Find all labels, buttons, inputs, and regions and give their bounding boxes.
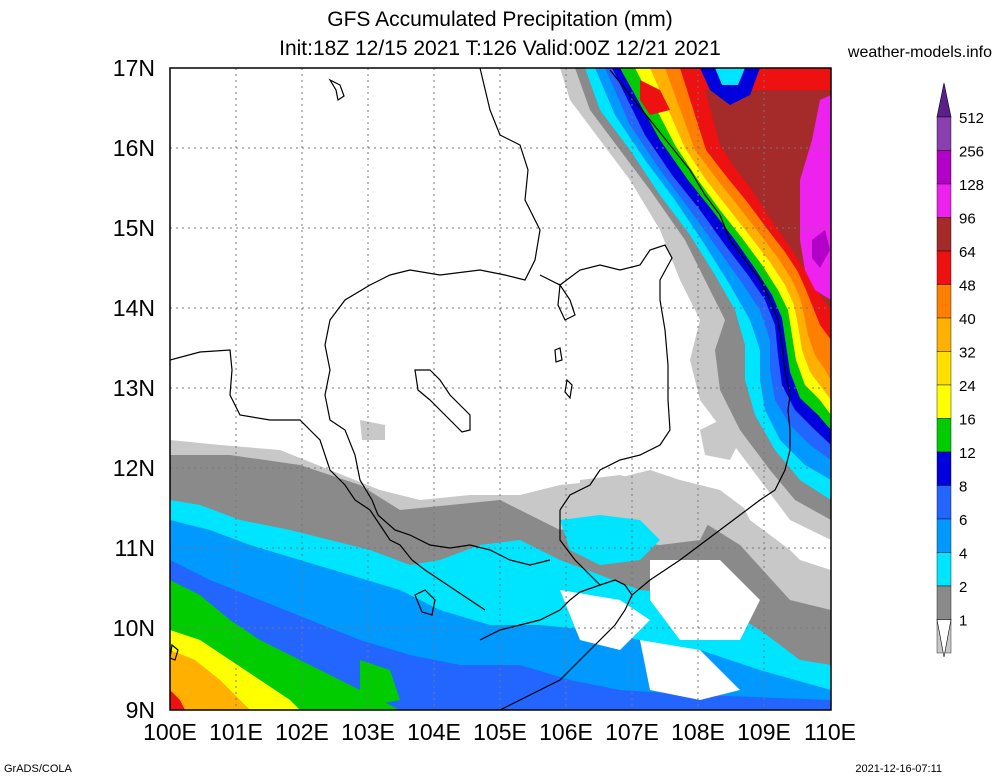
colorbar-swatch — [936, 116, 952, 151]
colorbar-swatch — [936, 150, 952, 185]
lon-label: 102E — [275, 719, 329, 745]
latitude-axis: 17N 16N 15N 14N 13N 12N 11N 10N 9N — [113, 55, 155, 723]
lat-label: 15N — [113, 215, 155, 241]
colorbar-label: 24 — [959, 378, 976, 395]
lon-label: 107E — [605, 719, 659, 745]
colorbar-label: 4 — [959, 546, 967, 563]
precip-central — [360, 420, 740, 565]
colorbar-top-arrow — [936, 82, 952, 118]
lat-label: 10N — [113, 615, 155, 641]
colorbar-bottom-arrow — [936, 619, 952, 658]
lat-label: 12N — [113, 455, 155, 481]
longitude-axis: 100E 101E 102E 103E 104E 105E 106E 107E … — [143, 719, 856, 745]
lat-label: 9N — [126, 697, 155, 723]
colorbar-label: 48 — [959, 278, 976, 295]
colorbar-swatch — [936, 250, 952, 285]
lon-label: 105E — [473, 719, 527, 745]
colorbar-label: 256 — [959, 144, 984, 161]
colorbar-label: 1 — [959, 613, 967, 630]
colorbar-swatch — [936, 217, 952, 252]
precip-east-coast — [560, 68, 831, 540]
generated-timestamp: 2021-12-16-07:11 — [855, 763, 942, 775]
colorbar-swatch — [936, 384, 952, 419]
lon-label: 109E — [737, 719, 791, 745]
colorbar-swatch — [936, 585, 952, 620]
colorbar-label: 128 — [959, 177, 984, 194]
colorbar-label: 96 — [959, 211, 976, 228]
colorbar-swatch — [936, 552, 952, 587]
lon-label: 104E — [407, 719, 461, 745]
colorbar-label: 64 — [959, 244, 976, 261]
colorbar-label: 8 — [959, 479, 967, 496]
lat-label: 13N — [113, 375, 155, 401]
colorbar-label: 16 — [959, 412, 976, 429]
colorbar-swatch — [936, 317, 952, 352]
lat-label: 17N — [113, 55, 155, 81]
map-panel — [170, 68, 831, 710]
lon-label: 101E — [209, 719, 263, 745]
colorbar-label: 512 — [959, 110, 984, 127]
coastlines-borders — [170, 68, 791, 710]
map-title: GFS Accumulated Precipitation (mm) — [327, 8, 673, 31]
site-credit: weather-models.info — [847, 44, 992, 61]
precip-southwest — [170, 440, 831, 710]
map-frame — [169, 67, 832, 711]
colorbar-swatch — [936, 451, 952, 486]
lon-label: 108E — [671, 719, 725, 745]
colorbar-label: 6 — [959, 512, 967, 529]
colorbar-label: 12 — [959, 445, 976, 462]
map-subtitle: Init:18Z 12/15 2021 T:126 Valid:00Z 12/2… — [279, 37, 721, 60]
lon-label: 100E — [143, 719, 197, 745]
lon-label: 106E — [539, 719, 593, 745]
grads-credit: GrADS/COLA — [4, 763, 72, 775]
colorbar-swatch — [936, 183, 952, 218]
colorbar-swatch — [936, 418, 952, 453]
colorbar-swatch — [936, 351, 952, 386]
colorbar-swatch — [936, 518, 952, 553]
lat-label: 11N — [115, 535, 156, 561]
lat-label: 16N — [113, 135, 155, 161]
colorbar-swatch — [936, 284, 952, 319]
lon-label: 103E — [341, 719, 395, 745]
colorbar-swatch — [936, 485, 952, 520]
lat-label: 14N — [113, 295, 155, 321]
lon-label: 110E — [804, 719, 856, 745]
colorbar-label: 2 — [959, 579, 967, 596]
colorbar-label: 32 — [959, 345, 976, 362]
colorbar-label: 40 — [959, 311, 976, 328]
